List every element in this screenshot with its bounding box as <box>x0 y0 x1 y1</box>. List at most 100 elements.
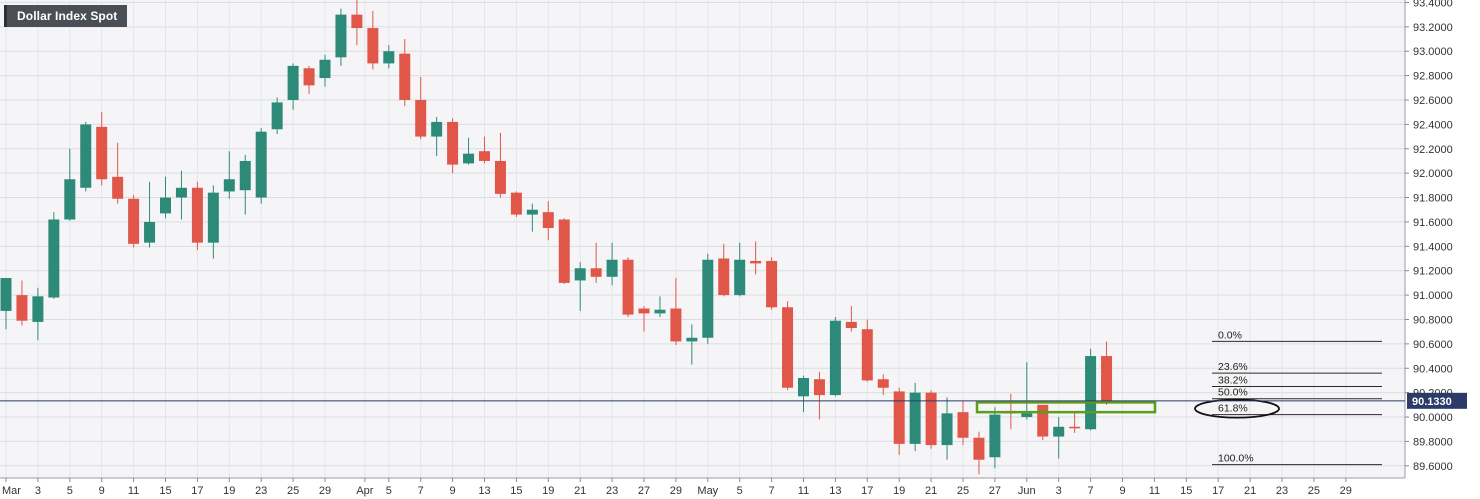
x-tick-label: 13 <box>829 485 841 497</box>
candle-body[interactable] <box>989 414 1001 458</box>
x-tick-label: 7 <box>1088 485 1094 497</box>
plot-area <box>0 0 1405 478</box>
candle-body[interactable] <box>160 197 171 214</box>
candle-body[interactable] <box>144 221 156 243</box>
y-tick-label: 90.0000 <box>1413 412 1453 424</box>
candle-body[interactable] <box>702 259 714 338</box>
candle-body[interactable] <box>80 124 92 188</box>
candle-body[interactable] <box>1021 413 1033 418</box>
y-tick-label: 89.6000 <box>1413 461 1453 473</box>
candle-body[interactable] <box>622 259 634 315</box>
y-tick-label: 92.8000 <box>1413 71 1453 83</box>
candle-body[interactable] <box>909 392 921 444</box>
candle-body[interactable] <box>447 121 459 165</box>
y-tick-label: 92.4000 <box>1413 119 1453 131</box>
x-tick-label: 17 <box>861 485 873 497</box>
candle-body[interactable] <box>494 160 506 194</box>
x-tick-label: 23 <box>255 485 267 497</box>
candle-body[interactable] <box>877 379 889 388</box>
candle-body[interactable] <box>606 259 618 277</box>
candle-body[interactable] <box>16 295 28 321</box>
y-tick-label: 92.0000 <box>1413 168 1453 180</box>
candle-body[interactable] <box>335 14 347 58</box>
candle-body[interactable] <box>526 209 538 215</box>
x-tick-label: 15 <box>510 485 522 497</box>
x-tick-label: Apr <box>356 485 373 497</box>
candle-body[interactable] <box>734 259 746 296</box>
candle-body[interactable] <box>303 68 315 86</box>
candle-body[interactable] <box>798 378 809 397</box>
chart-title: Dollar Index Spot <box>4 5 128 27</box>
candle-body[interactable] <box>973 437 985 460</box>
candle-body[interactable] <box>128 198 140 244</box>
candle-body[interactable] <box>558 219 570 283</box>
y-tick-label: 90.8000 <box>1413 314 1453 326</box>
candle-body[interactable] <box>479 151 490 161</box>
candle-body[interactable] <box>0 278 12 311</box>
candle-body[interactable] <box>351 14 363 29</box>
x-tick-label: 19 <box>542 485 554 497</box>
candle-body[interactable] <box>399 53 411 100</box>
x-tick-label: 7 <box>769 485 775 497</box>
candle-body[interactable] <box>287 65 299 100</box>
candle-body[interactable] <box>861 329 873 381</box>
candle-body[interactable] <box>415 99 427 137</box>
y-tick-label: 91.2000 <box>1413 266 1453 278</box>
candle-body[interactable] <box>686 337 698 342</box>
candle-body[interactable] <box>1085 356 1097 430</box>
candle-body[interactable] <box>431 121 443 137</box>
y-tick-label: 91.4000 <box>1413 241 1453 253</box>
candle-body[interactable] <box>207 192 219 243</box>
x-tick-label: Jun <box>1018 485 1036 497</box>
candle-body[interactable] <box>542 212 554 229</box>
candle-body[interactable] <box>1069 426 1081 429</box>
candle-body[interactable] <box>813 379 825 396</box>
candle-body[interactable] <box>638 308 650 314</box>
candle-body[interactable] <box>510 192 522 215</box>
candle-body[interactable] <box>255 131 267 198</box>
candle-body[interactable] <box>383 51 395 64</box>
candle-body[interactable] <box>590 268 602 277</box>
candle-body[interactable] <box>32 296 44 322</box>
x-tick-label: 15 <box>159 485 171 497</box>
current-price-label: 90.1330 <box>1412 396 1452 408</box>
x-tick-label: 27 <box>989 485 1001 497</box>
candle-body[interactable] <box>48 219 60 298</box>
candle-body[interactable] <box>191 187 203 243</box>
candle-body[interactable] <box>654 309 666 314</box>
x-tick-label: 11 <box>1149 485 1160 497</box>
candle-body[interactable] <box>957 412 969 438</box>
candle-body[interactable] <box>574 268 586 281</box>
candle-body[interactable] <box>271 102 283 130</box>
candle-body[interactable] <box>367 28 379 64</box>
candle-body[interactable] <box>925 392 937 446</box>
candle-body[interactable] <box>782 307 794 388</box>
y-tick-label: 91.0000 <box>1413 290 1453 302</box>
x-tick-label: May <box>697 485 718 497</box>
candle-body[interactable] <box>893 391 905 444</box>
candle-body[interactable] <box>319 59 331 79</box>
x-tick-label: 17 <box>191 485 203 497</box>
candle-body[interactable] <box>670 308 682 342</box>
x-tick-label: 11 <box>798 485 809 497</box>
candle-body[interactable] <box>941 413 953 446</box>
candle-body[interactable] <box>845 321 857 329</box>
candle-body[interactable] <box>96 126 108 180</box>
candle-body[interactable] <box>1037 404 1049 437</box>
x-tick-label: 21 <box>1244 485 1256 497</box>
x-tick-label: 17 <box>1212 485 1224 497</box>
candle-body[interactable] <box>223 179 235 192</box>
candle-body[interactable] <box>829 320 841 396</box>
candle-body[interactable] <box>64 179 76 220</box>
x-tick-label: 3 <box>1056 485 1062 497</box>
candle-body[interactable] <box>718 258 730 296</box>
candle-body[interactable] <box>1101 356 1113 402</box>
candle-body[interactable] <box>1053 426 1065 437</box>
candle-body[interactable] <box>766 260 778 308</box>
candle-body[interactable] <box>112 176 124 199</box>
candle-body[interactable] <box>463 153 475 164</box>
candle-body[interactable] <box>175 187 187 198</box>
candle-body[interactable] <box>750 260 762 264</box>
candle-body[interactable] <box>239 160 251 191</box>
